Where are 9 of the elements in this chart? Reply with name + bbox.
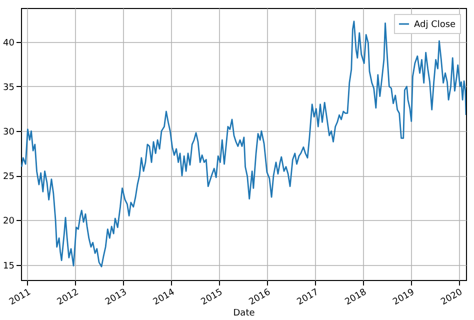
x-axis-title: Date xyxy=(233,308,256,319)
line-series xyxy=(21,20,466,268)
legend-label: Adj Close xyxy=(414,20,456,30)
y-tick-label: 20 xyxy=(3,216,15,227)
y-tick-label: 35 xyxy=(3,82,14,93)
y-tick-label: 15 xyxy=(3,261,14,272)
y-tick-label: 25 xyxy=(3,172,14,182)
y-tick-label: 40 xyxy=(3,38,15,48)
y-tick-label: 30 xyxy=(3,128,15,138)
